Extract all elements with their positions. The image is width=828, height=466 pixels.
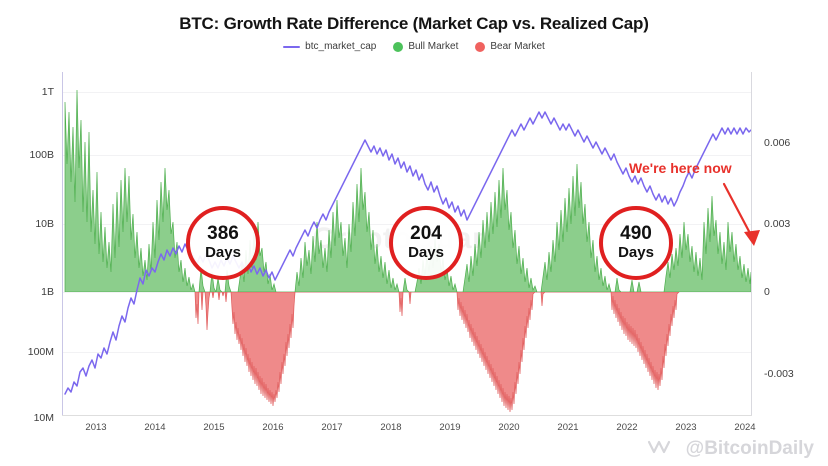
gridline — [63, 292, 751, 293]
y-tick-right: 0.003 — [764, 218, 791, 230]
legend-item-bull-market[interactable]: Bull Market — [393, 41, 458, 52]
x-tick: 2017 — [321, 422, 343, 433]
x-tick: 2014 — [144, 422, 166, 433]
here-now-label: We're here now — [629, 160, 732, 176]
down-right-arrow-icon — [722, 182, 760, 246]
annotation-unit: Days — [408, 244, 444, 262]
y-tick-left: 1B — [41, 286, 54, 298]
chart-legend: btc_market_cap Bull Market Bear Market — [0, 41, 828, 52]
x-tick: 2016 — [262, 422, 284, 433]
x-tick: 2013 — [85, 422, 107, 433]
x-tick: 2022 — [616, 422, 638, 433]
x-tick: 2020 — [498, 422, 520, 433]
x-tick: 2015 — [203, 422, 225, 433]
chart-svg — [64, 89, 751, 413]
gridline — [63, 352, 751, 353]
y-axis-left: 1T 100B 10B 1B 100M 10M — [0, 0, 54, 466]
gridline — [63, 155, 751, 156]
y-tick-left: 10M — [33, 412, 54, 424]
legend-label: Bear Market — [490, 41, 545, 52]
legend-label: btc_market_cap — [305, 41, 377, 52]
x-tick: 2021 — [557, 422, 579, 433]
annotation-unit: Days — [618, 244, 654, 262]
annotation-circle-386[interactable]: 386 Days — [186, 206, 260, 280]
chart-title: BTC: Growth Rate Difference (Market Cap … — [179, 14, 649, 33]
y-tick-left: 100M — [27, 346, 54, 358]
red-dot-icon — [475, 41, 486, 52]
annotation-circle-204[interactable]: 204 Days — [389, 206, 463, 280]
annotation-unit: Days — [205, 244, 241, 262]
y-tick-right: 0 — [764, 286, 770, 298]
line-marker-icon — [283, 45, 301, 48]
bull-market-area — [64, 89, 751, 292]
y-tick-right: 0.006 — [764, 137, 791, 149]
annotation-number: 204 — [410, 222, 442, 244]
annotation-number: 490 — [620, 222, 652, 244]
x-axis-line — [62, 415, 752, 416]
x-tick: 2024 — [734, 422, 756, 433]
legend-item-market-cap[interactable]: btc_market_cap — [283, 41, 376, 52]
x-tick: 2023 — [675, 422, 697, 433]
legend-label: Bull Market — [408, 41, 459, 52]
y-tick-left: 10B — [35, 218, 54, 230]
annotation-circle-490[interactable]: 490 Days — [599, 206, 673, 280]
brand-watermark: @BitcoinDaily — [647, 438, 814, 460]
bear-market-area — [194, 292, 680, 413]
y-tick-left: 100B — [29, 149, 54, 161]
chevron-logo-icon — [647, 440, 670, 454]
legend-item-bear-market[interactable]: Bear Market — [475, 41, 545, 52]
annotation-number: 386 — [207, 222, 239, 244]
y-tick-left: 1T — [41, 86, 54, 98]
y-axis-right: 0.006 0.003 0 -0.003 — [764, 0, 828, 466]
btc-market-cap-line — [64, 111, 751, 395]
brand-label: @BitcoinDaily — [685, 438, 814, 459]
x-tick: 2019 — [439, 422, 461, 433]
green-dot-icon — [393, 41, 404, 52]
y-tick-right: -0.003 — [764, 368, 794, 380]
gridline — [63, 92, 751, 93]
x-tick: 2018 — [380, 422, 402, 433]
